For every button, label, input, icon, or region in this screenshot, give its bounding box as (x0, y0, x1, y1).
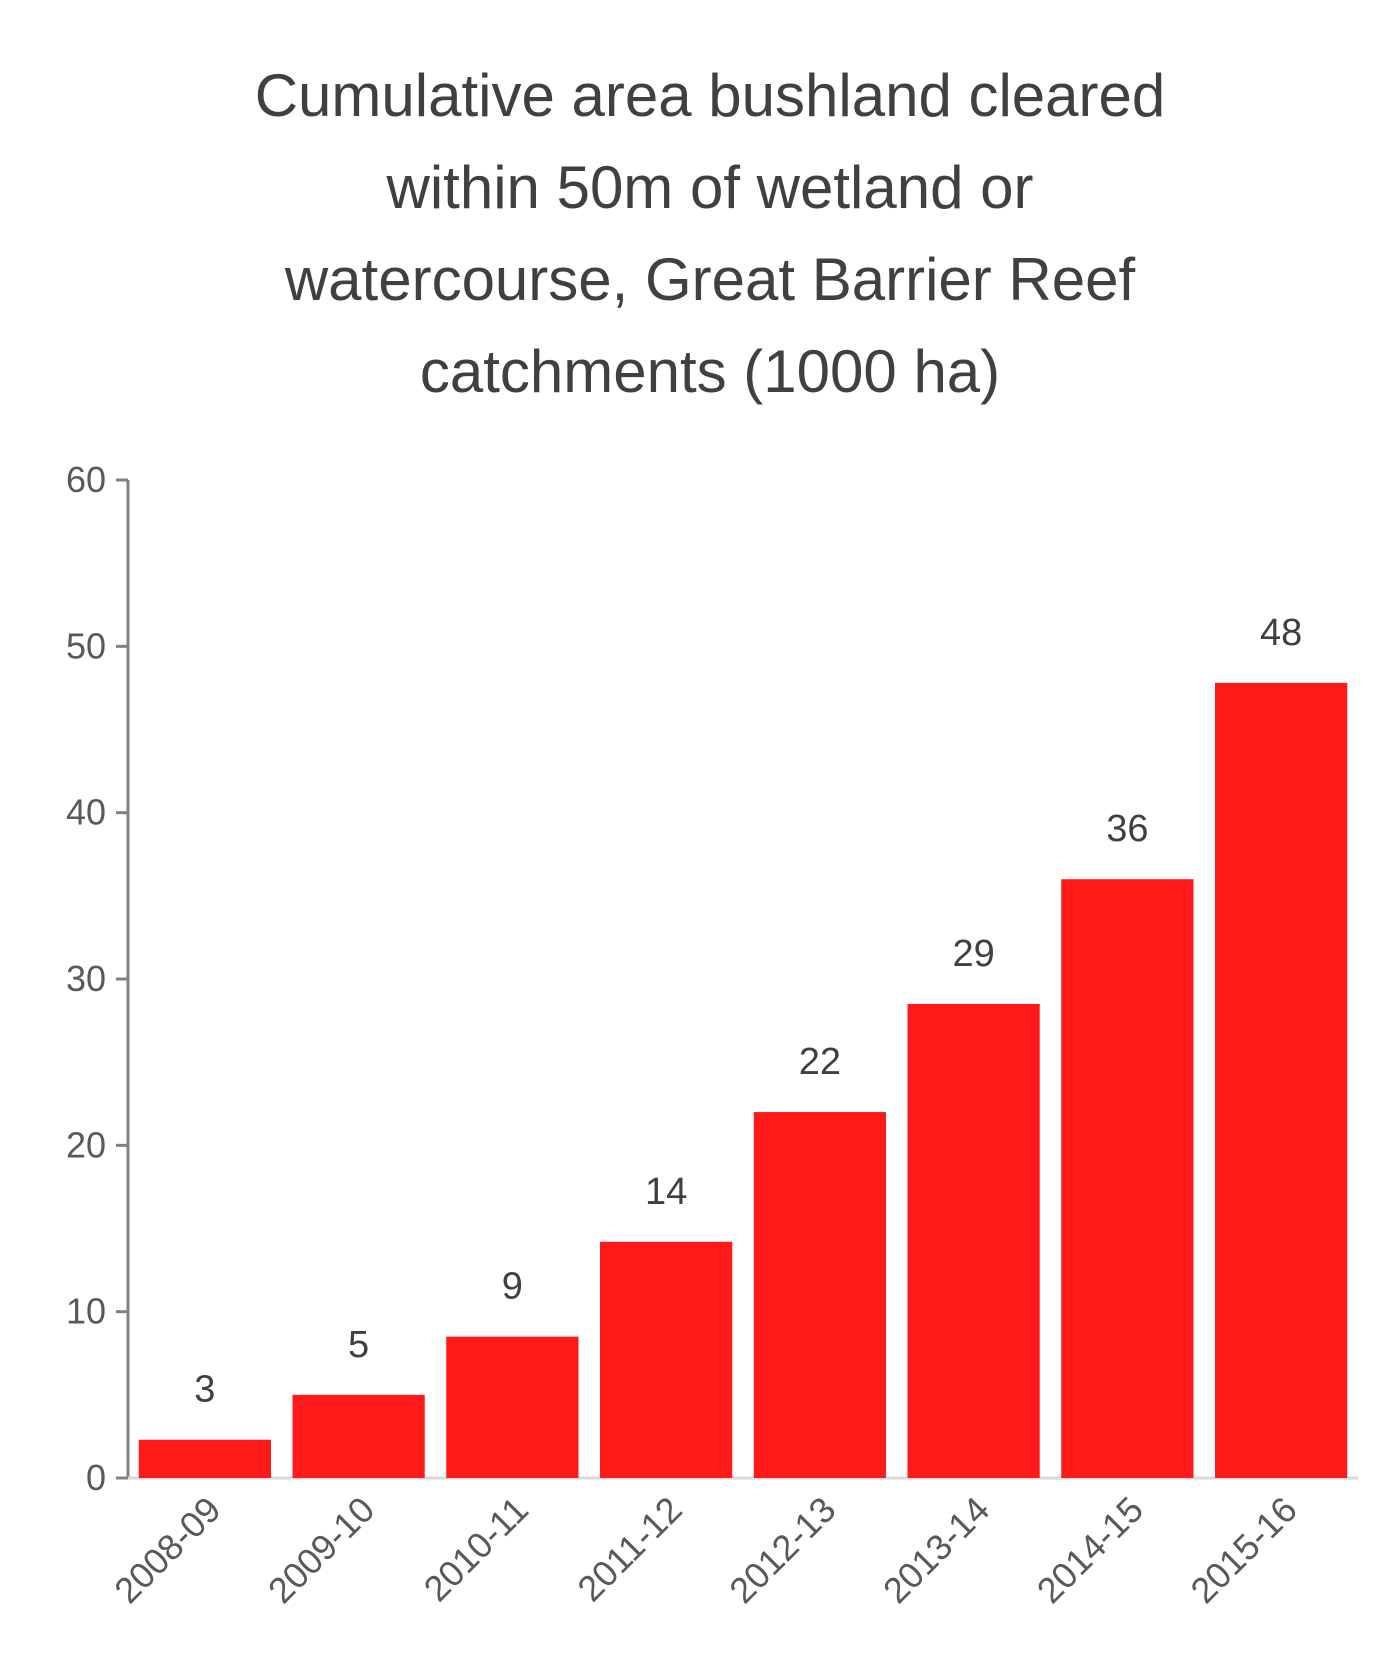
x-tick-label: 2012-13 (721, 1489, 843, 1611)
bar-2015-16 (1215, 682, 1348, 1478)
chart-title-line-2: within 50m of wetland or (386, 154, 1034, 221)
bar-2008-09 (138, 1439, 271, 1478)
chart-title-line-1: Cumulative area bushland cleared (254, 62, 1166, 129)
x-tick-label: 2015-16 (1182, 1489, 1304, 1611)
data-label: 36 (1106, 808, 1148, 850)
bar-2012-13 (753, 1112, 886, 1478)
bar-2009-10 (292, 1394, 425, 1478)
bars (138, 682, 1348, 1478)
y-tick-label: 40 (66, 792, 106, 833)
bar-2010-11 (446, 1336, 579, 1478)
data-label: 22 (799, 1041, 841, 1083)
data-label: 29 (952, 933, 994, 975)
data-label: 3 (194, 1369, 215, 1411)
x-tick-label: 2014-15 (1029, 1489, 1151, 1611)
chart-title-line-3: watercourse, Great Barrier Reef (284, 246, 1136, 313)
data-label: 48 (1260, 612, 1302, 654)
chart-title: Cumulative area bushland cleared within … (100, 50, 1320, 418)
y-tick-label: 20 (66, 1124, 106, 1165)
data-labels: 3 5 9 14 22 29 36 48 (194, 612, 1302, 1411)
data-label: 9 (502, 1266, 523, 1308)
y-tick-label: 50 (66, 625, 106, 666)
x-tick-label: 2013-14 (875, 1489, 997, 1611)
y-tick-label: 0 (86, 1457, 106, 1498)
bar-2013-14 (907, 1003, 1040, 1478)
chart-title-line-4: catchments (1000 ha) (419, 338, 1001, 405)
data-label: 5 (348, 1324, 369, 1366)
x-tick-label: 2011-12 (569, 1489, 690, 1610)
data-label: 14 (645, 1171, 687, 1213)
bar-2014-15 (1061, 879, 1194, 1478)
x-tick-label: 2009-10 (260, 1489, 382, 1611)
y-tick-label: 60 (66, 459, 106, 500)
y-tick-label: 10 (66, 1291, 106, 1332)
x-axis: 2008-09 2009-10 2010-11 2011-12 2012-13 2013-… (106, 1476, 1358, 1611)
x-tick-label: 2010-11 (416, 1489, 537, 1610)
bar-2011-12 (600, 1241, 733, 1478)
y-tick-label: 30 (66, 958, 106, 999)
x-tick-label: 2008-09 (106, 1489, 228, 1611)
y-axis: 0 10 20 30 40 50 60 (66, 459, 130, 1498)
